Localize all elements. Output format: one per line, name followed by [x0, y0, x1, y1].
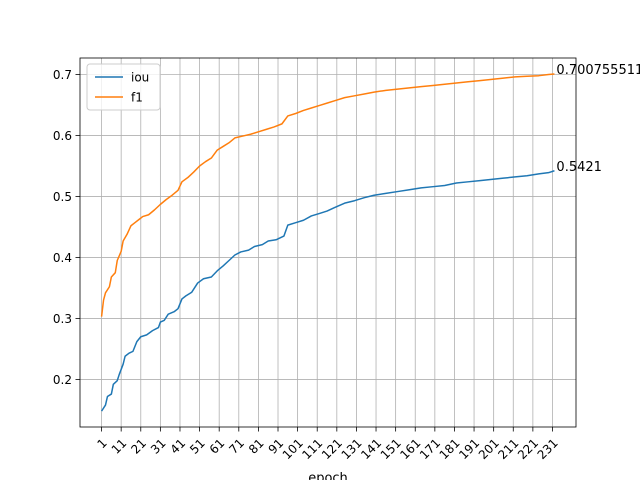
y-tick-label: 0.6 — [53, 129, 72, 143]
y-tick-label: 0.7 — [53, 68, 72, 82]
y-tick-label: 0.4 — [53, 251, 72, 265]
series-line-iou — [100, 170, 555, 412]
plot-frame — [79, 57, 577, 428]
grid — [80, 58, 576, 427]
series-line-f1 — [100, 73, 555, 317]
annotations: 0.5421 0.700755511 — [556, 63, 640, 175]
y-tick-label: 0.5 — [53, 190, 72, 204]
x-axis-label: epoch — [308, 471, 348, 480]
legend-box — [86, 63, 161, 111]
y-axis-ticks: 0.2 0.3 0.4 0.5 0.6 0.7 — [53, 68, 80, 387]
series-lines — [100, 73, 555, 412]
legend: iou f1 — [86, 63, 161, 111]
y-tick-label: 0.3 — [53, 312, 72, 326]
value-annotation: 0.5421 — [556, 160, 602, 175]
y-tick-label: 0.2 — [53, 373, 72, 387]
legend-label-iou: iou — [131, 71, 149, 85]
legend-label-f1: f1 — [131, 91, 143, 105]
value-annotation: 0.700755511 — [556, 63, 640, 78]
